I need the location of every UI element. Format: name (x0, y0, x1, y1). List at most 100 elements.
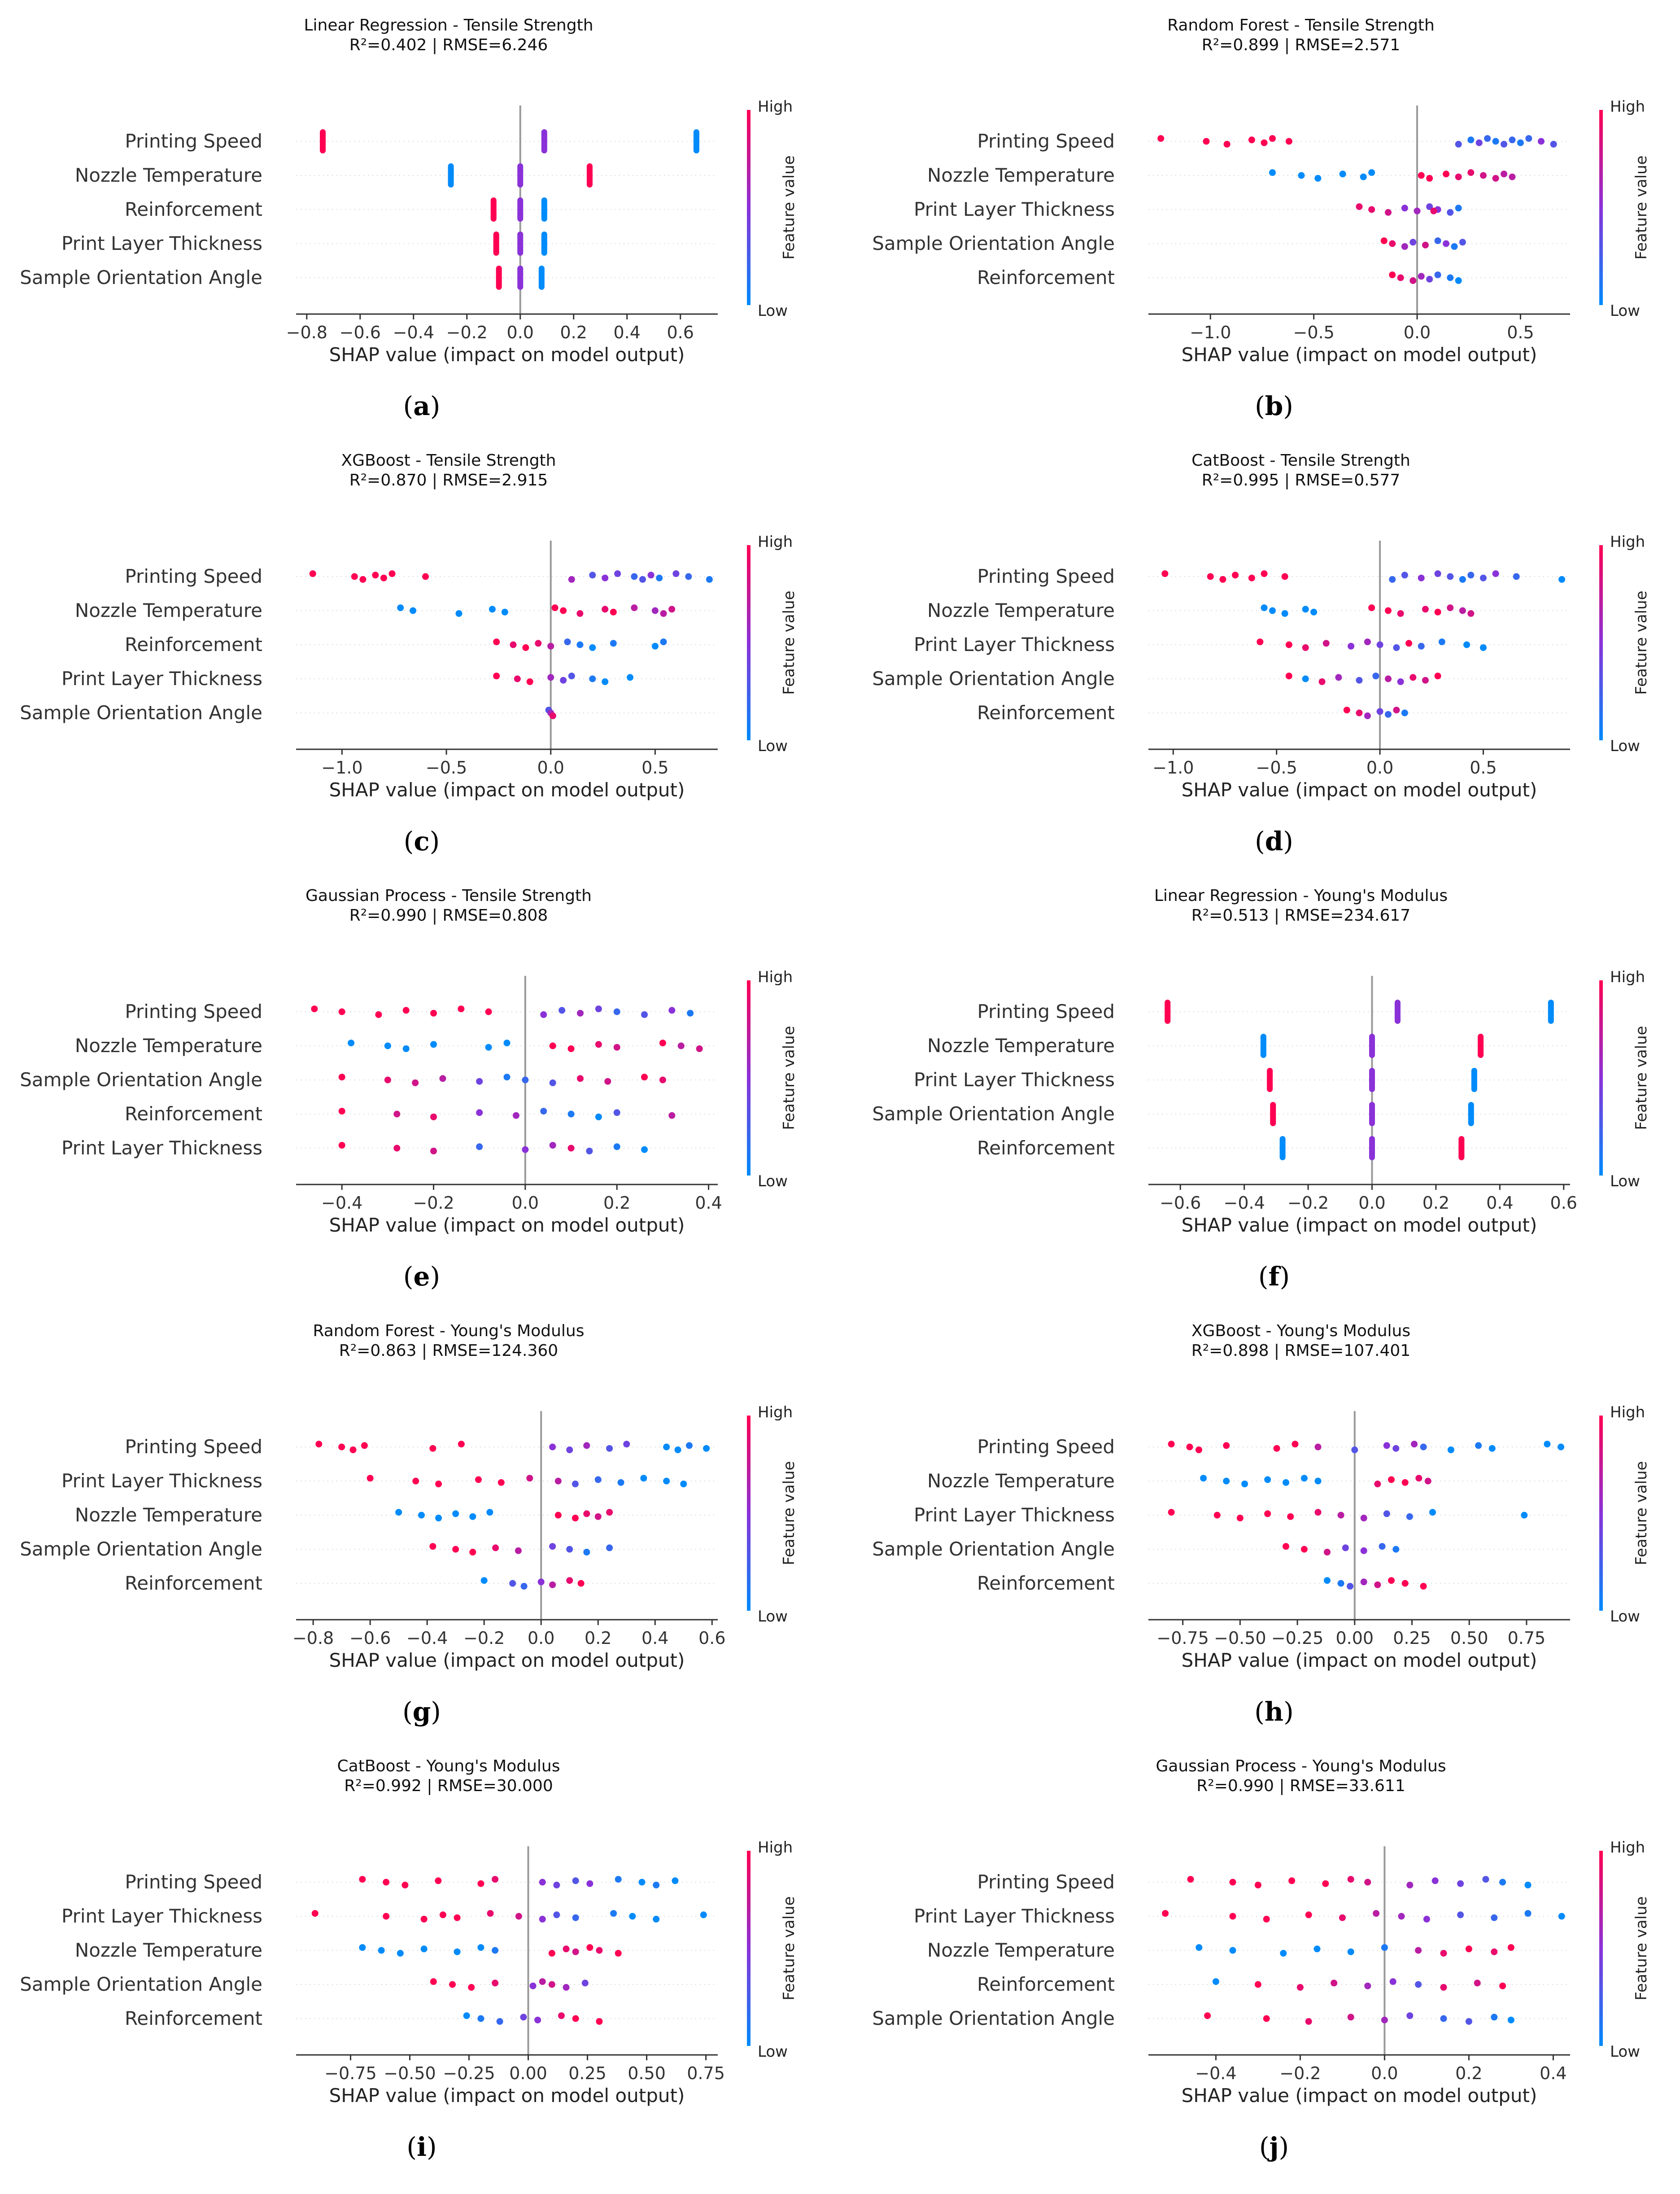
shap-point (1492, 138, 1499, 145)
shap-point (1467, 136, 1475, 144)
shap-point (1491, 1948, 1498, 1955)
colorbar-low-label: Low (1610, 1608, 1640, 1626)
shap-point (378, 1947, 385, 1954)
shap-bar-mark (693, 129, 699, 153)
shap-point (1513, 573, 1520, 580)
x-tick-label: 0.4 (641, 1628, 668, 1648)
shap-point (1263, 2015, 1270, 2022)
x-tick-label: 0.2 (560, 323, 587, 342)
shap-point (540, 1011, 547, 1018)
shap-point (1187, 1876, 1194, 1883)
shap-bar-mark (1369, 1136, 1375, 1160)
caption-open-paren: ( (1259, 2132, 1270, 2162)
shap-point (1229, 1947, 1236, 1954)
shap-point (1360, 173, 1367, 180)
shap-point (1423, 1915, 1430, 1923)
shap-point (388, 570, 396, 577)
feature-label: Print Layer Thickness (914, 198, 1115, 220)
shap-point (615, 1876, 622, 1883)
colorbar-high-label: High (1610, 533, 1645, 551)
shap-point (680, 1480, 687, 1487)
shap-point (367, 1475, 374, 1482)
shap-point (535, 640, 542, 647)
shap-point (572, 1948, 579, 1955)
shap-point (1459, 607, 1466, 614)
shap-point (1509, 136, 1516, 144)
colorbar (747, 545, 751, 740)
x-tick-label: 0.4 (1540, 2063, 1567, 2083)
shap-point (1322, 1880, 1329, 1887)
shap-point (586, 1944, 593, 1951)
shap-point (1162, 1910, 1169, 1917)
x-axis-label: SHAP value (impact on model output) (1182, 1649, 1537, 1671)
shap-point (1401, 243, 1408, 250)
colorbar (1599, 545, 1603, 740)
shap-point (1161, 570, 1169, 577)
shap-point (512, 1112, 519, 1119)
x-tick-label: −0.5 (1256, 758, 1297, 778)
shap-bar-mark (538, 266, 545, 290)
shap-point (349, 1446, 357, 1453)
shap-point (596, 2018, 603, 2025)
shap-point (515, 1547, 522, 1554)
x-tick-label: −0.6 (1160, 1193, 1201, 1213)
shap-point (418, 1512, 425, 1519)
shap-point (641, 1074, 648, 1081)
colorbar-title: Feature value (1632, 590, 1650, 695)
x-tick-label: 0.0 (537, 758, 564, 778)
shap-point (640, 1475, 647, 1482)
shap-point (610, 608, 617, 616)
feature-label: Reinforcement (125, 198, 262, 220)
shap-point (1558, 1913, 1565, 1920)
shap-point (1415, 1475, 1423, 1482)
shap-point (572, 1480, 579, 1487)
shap-bar-mark (1279, 1136, 1286, 1160)
shap-point (1457, 1880, 1464, 1887)
shap-point (627, 674, 634, 681)
feature-label: Print Layer Thickness (61, 668, 262, 690)
shap-point (1374, 1480, 1381, 1487)
shap-point (547, 642, 554, 650)
shap-point (1257, 638, 1264, 646)
caption-close-paren: ) (1279, 1261, 1290, 1292)
shap-point (315, 1441, 323, 1448)
shap-point (1507, 2016, 1514, 2024)
x-tick-label: −0.2 (1287, 1193, 1329, 1213)
shap-point (492, 1947, 499, 1954)
shap-point (1269, 135, 1276, 142)
caption-close-paren: ) (431, 1696, 441, 1727)
shap-point (1434, 237, 1441, 245)
shap-bar-mark (490, 197, 497, 222)
shap-point (476, 1143, 483, 1150)
shap-point (567, 1110, 575, 1118)
feature-label: Reinforcement (977, 267, 1115, 288)
panel-caption: (c) (404, 826, 440, 857)
feature-label: Print Layer Thickness (914, 1069, 1115, 1091)
caption-close-paren: ) (427, 2132, 437, 2162)
shap-point (572, 2015, 579, 2022)
shap-point (463, 2012, 470, 2019)
shap-point (1415, 1981, 1422, 1988)
x-tick-label: −0.2 (1279, 2063, 1321, 2083)
shap-point (566, 1446, 573, 1453)
shap-point (1434, 673, 1441, 680)
shap-point (589, 644, 596, 651)
colorbar-high-label: High (1610, 1403, 1645, 1421)
shap-point (564, 638, 571, 646)
shap-point (383, 1879, 390, 1886)
feature-label: Sample Orientation Angle (872, 668, 1115, 690)
shap-point (452, 1510, 459, 1517)
feature-label: Reinforcement (977, 702, 1115, 724)
shap-point (1397, 610, 1404, 617)
shap-point (1426, 175, 1433, 182)
x-tick-label: 0.75 (687, 2063, 725, 2083)
shap-point (1195, 1446, 1202, 1453)
colorbar-low-label: Low (758, 737, 788, 755)
shap-point (430, 1113, 437, 1120)
x-tick-label: 0.00 (1335, 1628, 1374, 1648)
shap-point (359, 1876, 366, 1883)
shap-bar-mark (517, 266, 524, 290)
shap-point (1347, 1582, 1354, 1590)
shap-point (566, 1546, 573, 1553)
